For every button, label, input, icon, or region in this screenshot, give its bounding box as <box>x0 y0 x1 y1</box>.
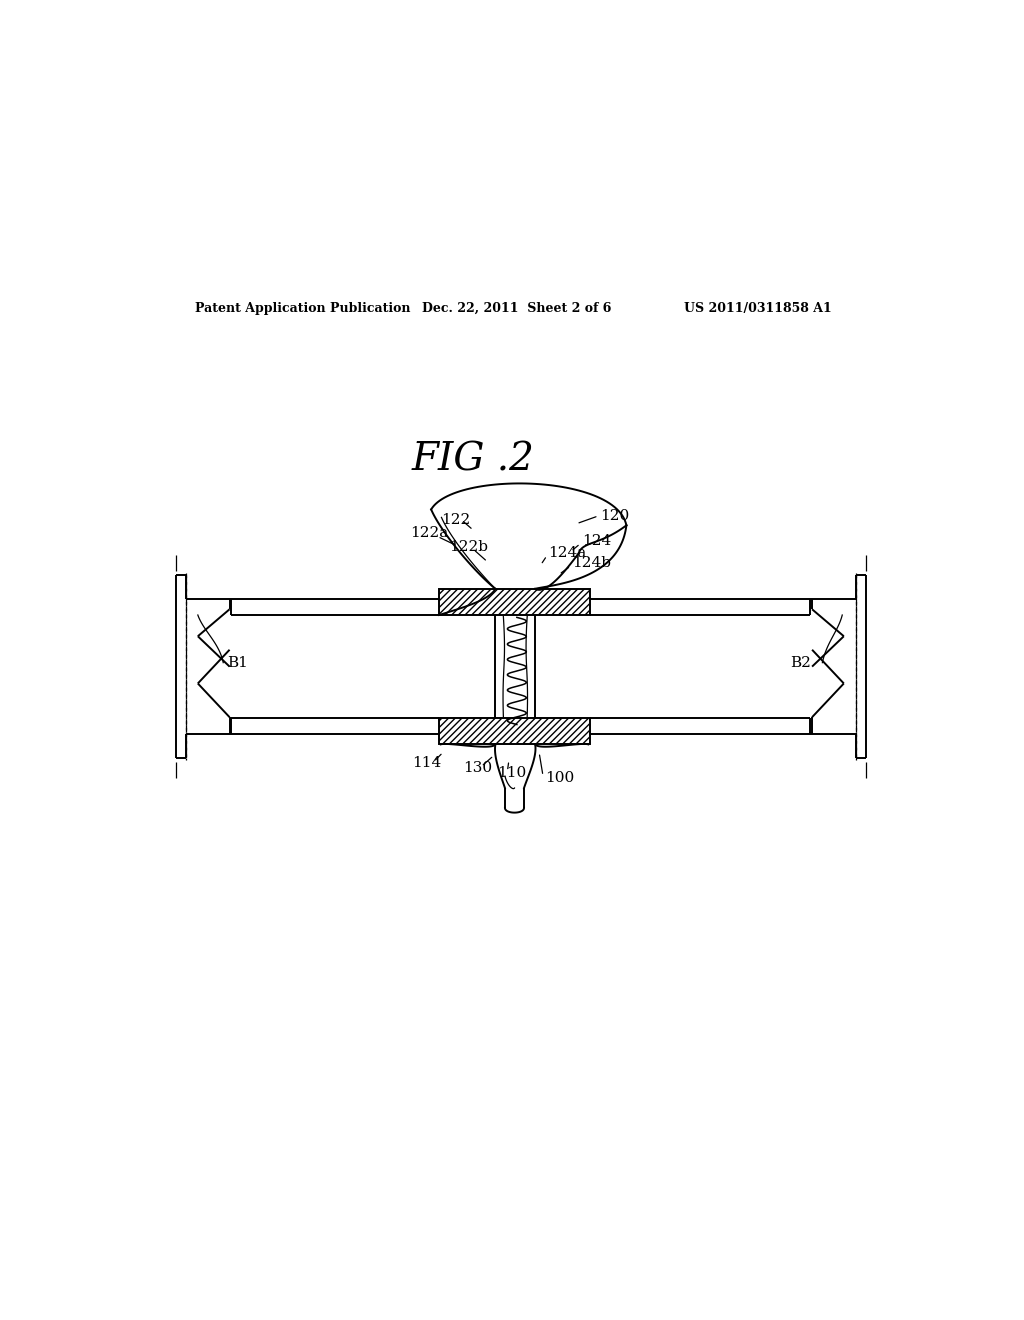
Text: 122a: 122a <box>410 527 447 540</box>
Text: 130: 130 <box>463 762 492 775</box>
Bar <box>439 589 590 615</box>
Text: Patent Application Publication: Patent Application Publication <box>196 301 411 314</box>
Text: FIG .2: FIG .2 <box>412 442 535 479</box>
Text: 114: 114 <box>412 756 441 771</box>
Text: 122: 122 <box>441 512 471 527</box>
Text: B1: B1 <box>227 656 248 669</box>
Text: 100: 100 <box>545 771 573 784</box>
Text: 124: 124 <box>582 535 611 548</box>
Text: US 2011/0311858 A1: US 2011/0311858 A1 <box>684 301 831 314</box>
Bar <box>439 718 590 744</box>
Text: 122b: 122b <box>450 540 488 554</box>
Text: 110: 110 <box>497 766 526 780</box>
Text: 120: 120 <box>600 508 630 523</box>
Text: B2: B2 <box>791 656 812 669</box>
Text: 124a: 124a <box>549 546 587 560</box>
Text: Dec. 22, 2011  Sheet 2 of 6: Dec. 22, 2011 Sheet 2 of 6 <box>422 301 611 314</box>
Text: 124b: 124b <box>572 557 611 570</box>
